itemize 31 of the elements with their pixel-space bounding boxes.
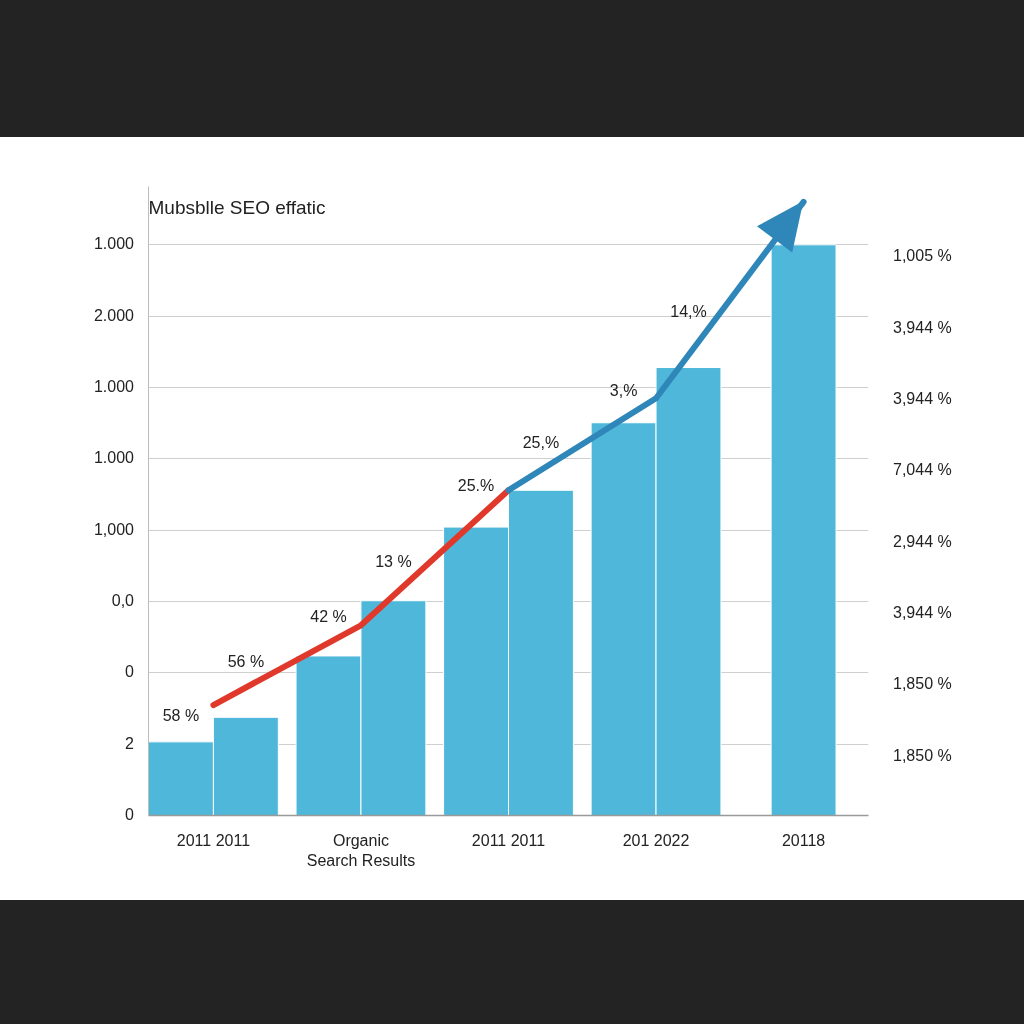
text: 3,944 % [893, 604, 952, 622]
text: 2 [125, 734, 134, 753]
annotation: 56 % [227, 653, 265, 671]
text: 1,850 % [893, 746, 952, 765]
annotation: 3,% [609, 382, 638, 400]
text: 3,944 % [893, 390, 952, 408]
x-tick-label: 2011 2011 [176, 831, 251, 849]
annotation: 14,% [670, 303, 707, 321]
text: 1,850 % [893, 675, 952, 694]
text: 2.000 [93, 306, 134, 325]
annotation: 25,% [522, 433, 560, 451]
text: 0 [125, 663, 134, 682]
x-tick-label: 2011 2011 [471, 831, 546, 849]
text: 1,005 % [893, 247, 952, 266]
x-tick-label: 20118 [781, 831, 826, 849]
text: 1.000 [93, 449, 134, 468]
text: 2,944 % [893, 532, 952, 551]
text: 0,0 [111, 592, 134, 610]
text: 7,044 % [893, 461, 952, 480]
text: 0 [125, 806, 134, 824]
text: 1,000 [93, 520, 134, 539]
annotation: 58 % [162, 707, 200, 725]
chart-title: Mubsblle SEO effatic [148, 196, 326, 218]
text: 1.000 [93, 235, 134, 254]
x-tick-label: Organic Search Results [306, 831, 416, 869]
text: 3,944 % [893, 318, 952, 337]
annotation: 42 % [310, 608, 347, 626]
x-tick-label: 201 2022 [622, 831, 690, 849]
text: 1.000 [93, 378, 134, 396]
annotation: 13 % [375, 552, 412, 570]
annotation: 25.% [457, 477, 495, 495]
